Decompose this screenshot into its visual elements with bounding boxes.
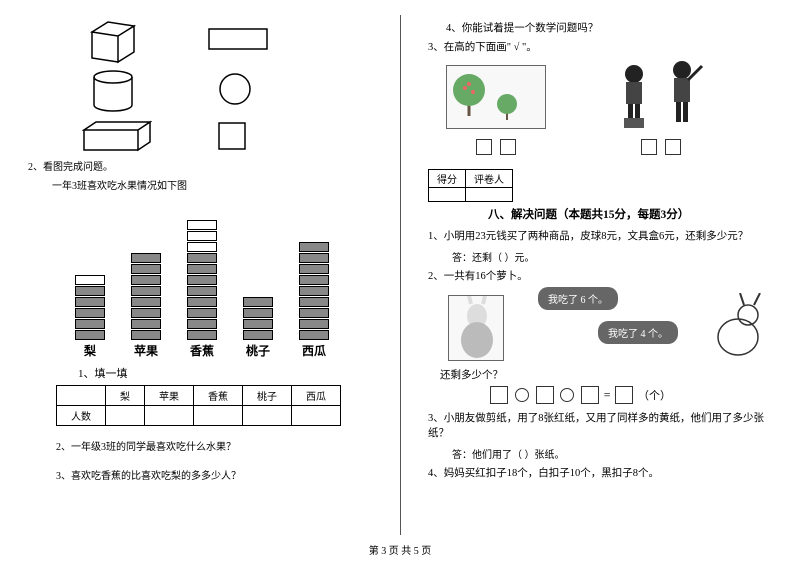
eq-op[interactable]: [515, 388, 529, 402]
q2a: 2、一年级3班的同学最喜欢吃什么水果？: [56, 438, 372, 453]
cuboid-icon: [82, 120, 152, 152]
problem-3-answer: 答：他们用了（ ）张纸。: [452, 446, 772, 461]
checkbox[interactable]: [500, 139, 516, 155]
bar-label: 香蕉: [182, 342, 222, 359]
fruit-table: 梨苹果香蕉桃子西瓜 人数: [56, 385, 341, 426]
problem-4: 4、妈妈买红扣子18个，白扣子10个，黑扣子8个。: [428, 465, 772, 480]
bar-column: [74, 275, 106, 341]
eq-box[interactable]: [581, 386, 599, 404]
speech-bubble-1: 我吃了 6 个。: [538, 287, 618, 310]
speech-bubble-2: 我吃了 4 个。: [598, 321, 678, 344]
rabbit-right-image: [698, 293, 768, 363]
eq-box[interactable]: [536, 386, 554, 404]
bar-label: 梨: [70, 342, 110, 359]
problem-2: 2、一共有16个萝卜。: [428, 268, 772, 283]
cylinder-icon: [92, 70, 134, 112]
checkbox[interactable]: [641, 139, 657, 155]
grader-label: 评卷人: [466, 170, 513, 188]
q2b: 3、喜欢吃香蕉的比喜欢吃梨的多多少人？: [56, 467, 372, 482]
q4: 4、你能试着提一个数学问题吗？: [446, 20, 772, 35]
section-8-title: 八、解决问题（本题共15分，每题3分）: [488, 206, 772, 222]
checkbox[interactable]: [476, 139, 492, 155]
score-table: 得分评卷人: [428, 169, 513, 202]
column-divider: [400, 15, 401, 535]
score-label: 得分: [429, 170, 466, 188]
problem-2-q: 还剩多少个？: [440, 367, 772, 382]
children-image: [606, 60, 716, 134]
cube-icon: [88, 20, 138, 65]
equation-row: = （个）: [488, 386, 772, 404]
q2-intro: 2、看图完成问题。: [28, 158, 372, 173]
bar-label: 西瓜: [294, 342, 334, 359]
right-column: 4、你能试着提一个数学问题吗？ 3、在高的下面画" √ "。: [400, 0, 800, 565]
trees-image: [446, 65, 546, 129]
bar-column: [242, 297, 274, 341]
checkbox[interactable]: [665, 139, 681, 155]
page-footer: 第 3 页 共 5 页: [0, 542, 800, 557]
bar-label: 桃子: [238, 342, 278, 359]
square-icon: [218, 122, 246, 150]
shapes-area: [78, 20, 372, 150]
eq-op[interactable]: [560, 388, 574, 402]
problem-1-answer: 答：还剩（ ）元。: [452, 249, 772, 264]
problem-3: 3、小朋友做剪纸，用了8张红纸，又用了同样多的黄纸，他们用了多少张纸？: [428, 410, 772, 440]
children-compare: [606, 60, 716, 155]
bar-column: [298, 242, 330, 341]
tree-compare: [446, 65, 546, 155]
unit-label: （个）: [638, 390, 671, 402]
q2-subtitle: 一年3班喜欢吃水果情况如下图: [52, 177, 372, 192]
bar-column: [130, 253, 162, 341]
bar-column: [186, 220, 218, 341]
circle-icon: [218, 72, 252, 106]
fill-title: 1、填一填: [78, 365, 372, 381]
problem-1: 1、小明用23元钱买了两种商品，皮球8元，文具盒6元，还剩多少元？: [428, 228, 772, 243]
q3: 3、在高的下面画" √ "。: [428, 39, 772, 54]
rabbit-left-image: [448, 295, 504, 361]
bar-label: 苹果: [126, 342, 166, 359]
bar-chart: 梨苹果香蕉桃子西瓜: [64, 204, 364, 359]
eq-box[interactable]: [490, 386, 508, 404]
left-column: 2、看图完成问题。 一年3班喜欢吃水果情况如下图 梨苹果香蕉桃子西瓜 1、填一填…: [0, 0, 400, 565]
rabbit-figure: 我吃了 6 个。 我吃了 4 个。: [448, 287, 772, 367]
eq-box[interactable]: [615, 386, 633, 404]
rectangle-icon: [208, 28, 268, 50]
